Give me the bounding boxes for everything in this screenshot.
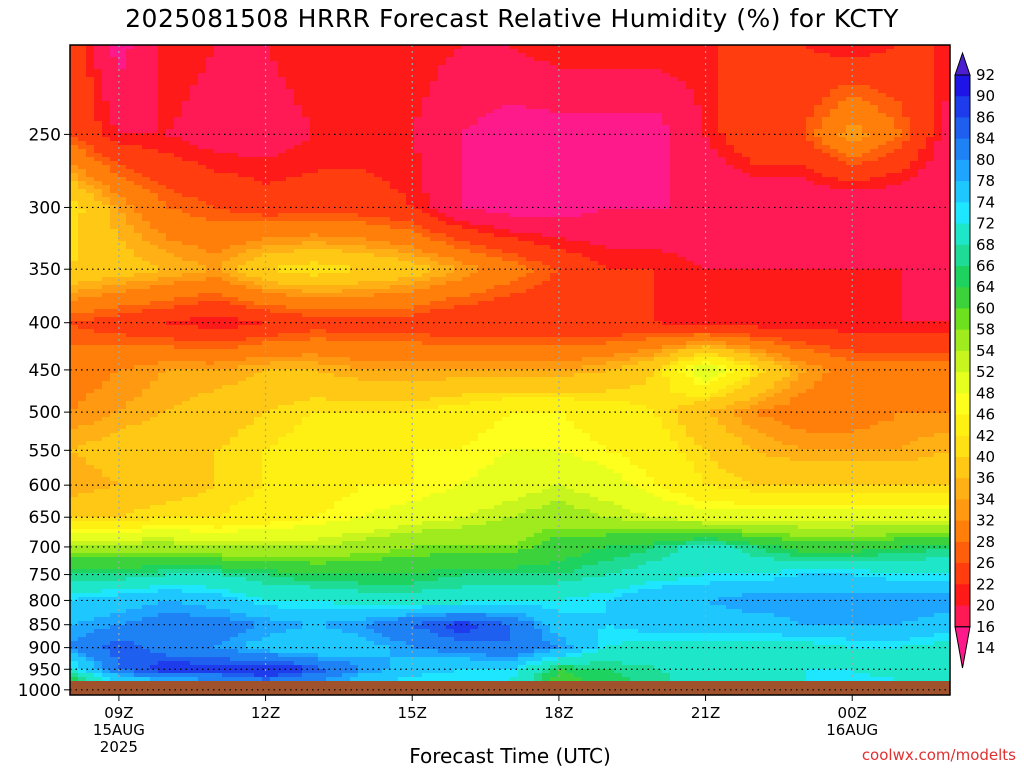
colorbar-label: 26 xyxy=(976,554,995,572)
colorbar-swatch xyxy=(955,138,970,161)
colorbar-swatch xyxy=(955,202,970,225)
x-tick-label: 15Z xyxy=(398,704,427,722)
y-axis-ticks: 250 300 350 400 450 500 550 600 650 700 750 800 850 9… xyxy=(18,125,70,701)
x-tick-label: 12Z xyxy=(251,704,280,722)
colorbar-label: 72 xyxy=(976,215,995,233)
colorbar-label: 74 xyxy=(976,193,995,211)
y-tick-label: 900 xyxy=(29,639,61,659)
y-tick-label: 400 xyxy=(29,314,61,334)
ground-strip xyxy=(70,681,950,695)
x-tick-label: 09Z xyxy=(104,704,133,722)
credit-text: coolwx.com/modelts xyxy=(861,746,1016,764)
colorbar-swatch xyxy=(955,457,970,479)
colorbar-swatch xyxy=(955,181,970,203)
x-tick-label: 00Z xyxy=(838,704,867,722)
colorbar-label: 58 xyxy=(976,321,995,339)
y-tick-label: 950 xyxy=(29,660,61,680)
y-tick-label: 850 xyxy=(29,616,61,636)
colorbar-swatch xyxy=(955,287,970,309)
colorbar-max-arrow xyxy=(954,51,971,76)
colorbar-swatch xyxy=(955,350,970,373)
colorbar-swatch xyxy=(955,563,970,585)
colorbar-swatch xyxy=(955,393,970,416)
colorbar-label: 64 xyxy=(976,278,995,296)
colorbar-label: 54 xyxy=(976,342,995,360)
colorbar-label: 46 xyxy=(976,406,995,424)
y-tick-label: 350 xyxy=(29,260,61,280)
y-tick-label: 600 xyxy=(29,476,61,496)
colorbar-label: 32 xyxy=(976,512,995,530)
x-axis-title: Forecast Time (UTC) xyxy=(409,744,611,768)
colorbar-swatch xyxy=(955,541,970,564)
colorbar-swatch xyxy=(955,75,970,97)
colorbar-swatch xyxy=(955,308,970,331)
colorbar-swatch xyxy=(955,117,970,140)
colorbar-swatch xyxy=(955,605,970,628)
y-tick-label: 500 xyxy=(29,403,61,423)
y-tick-label: 450 xyxy=(29,361,61,381)
colorbar-label: 80 xyxy=(976,151,995,169)
colorbar-label: 48 xyxy=(976,384,995,402)
colorbar-swatch xyxy=(955,520,970,543)
colorbar: 92 90 86 84 80 78 74 72 68 66 64 60 58 54 52 48 46 42 40 36… xyxy=(954,51,995,669)
colorbar-swatch xyxy=(955,478,970,500)
y-tick-label: 700 xyxy=(29,538,61,558)
colorbar-swatch xyxy=(955,244,970,267)
colorbar-label: 86 xyxy=(976,108,995,126)
colorbar-swatch xyxy=(955,329,970,352)
colorbar-label: 84 xyxy=(976,130,995,148)
rh-contour-field xyxy=(70,45,951,682)
colorbar-label: 40 xyxy=(976,448,995,466)
grid-lines xyxy=(70,45,950,691)
colorbar-label: 42 xyxy=(976,427,995,445)
chart-title: 2025081508 HRRR Forecast Relative Humidi… xyxy=(125,4,899,33)
colorbar-swatch xyxy=(955,96,970,118)
colorbar-label: 78 xyxy=(976,172,995,190)
colorbar-label: 90 xyxy=(976,87,995,105)
y-tick-label: 1000 xyxy=(18,681,61,701)
colorbar-swatch xyxy=(955,435,970,458)
x-tick-date-label: 16AUG xyxy=(826,721,878,739)
colorbar-label: 60 xyxy=(976,299,995,317)
x-tick-date-label: 15AUG xyxy=(93,721,145,739)
colorbar-label: 52 xyxy=(976,363,995,381)
colorbar-label: 20 xyxy=(976,597,995,615)
colorbar-label: 68 xyxy=(976,236,995,254)
colorbar-label: 28 xyxy=(976,533,995,551)
colorbar-swatch xyxy=(955,414,970,437)
colorbar-label: 22 xyxy=(976,575,995,593)
x-tick-label: 21Z xyxy=(691,704,720,722)
y-tick-label: 750 xyxy=(29,566,61,586)
colorbar-label: 14 xyxy=(976,639,995,657)
x-tick-date-label: 2025 xyxy=(100,738,138,756)
colorbar-swatch xyxy=(955,266,970,288)
colorbar-swatch xyxy=(955,159,970,182)
colorbar-label: 92 xyxy=(976,66,995,84)
colorbar-label: 16 xyxy=(976,618,995,636)
colorbar-swatch xyxy=(955,584,970,607)
y-tick-label: 550 xyxy=(29,441,61,461)
y-tick-label: 650 xyxy=(29,508,61,528)
colorbar-frame xyxy=(954,74,971,628)
x-tick-label: 18Z xyxy=(544,704,573,722)
colorbar-swatch xyxy=(955,372,970,394)
colorbar-swatch xyxy=(955,223,970,246)
colorbar-label: 34 xyxy=(976,490,995,508)
y-tick-label: 250 xyxy=(29,125,61,145)
colorbar-label: 66 xyxy=(976,257,995,275)
y-tick-label: 300 xyxy=(29,198,61,218)
colorbar-label: 36 xyxy=(976,469,995,487)
y-tick-label: 800 xyxy=(29,591,61,611)
colorbar-swatch xyxy=(955,499,970,522)
colorbar-min-arrow xyxy=(954,626,971,669)
